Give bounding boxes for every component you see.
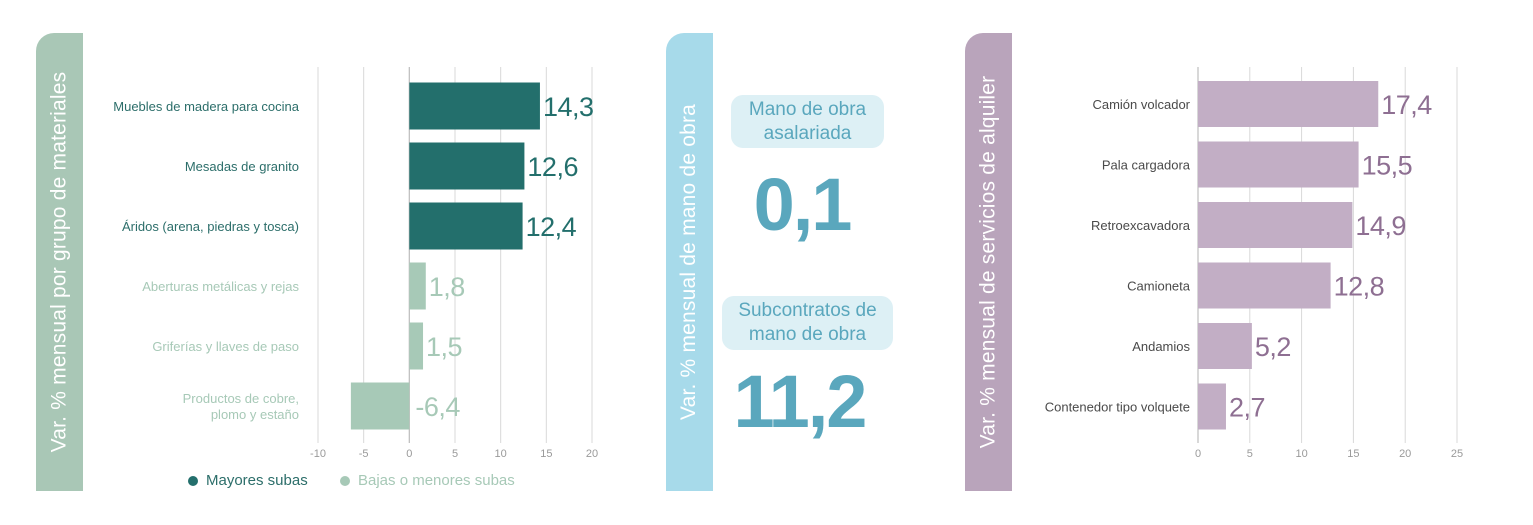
rental-tick-label: 25 bbox=[1451, 448, 1463, 460]
legend-label-minor: Bajas o menores subas bbox=[358, 472, 515, 489]
rental-value-label: 5,2 bbox=[1255, 332, 1291, 362]
rental-tick-label: 0 bbox=[1195, 448, 1201, 460]
materials-bar bbox=[409, 142, 525, 190]
materials-bar bbox=[409, 202, 523, 250]
rental-value-label: 14,9 bbox=[1355, 211, 1406, 241]
left-panel-band: Var. % mensual por grupo de materiales bbox=[36, 33, 83, 491]
materials-category-label: Griferías y llaves de paso bbox=[152, 339, 299, 354]
legend-dot-minor bbox=[340, 475, 350, 486]
legend-item-major: Mayores subas bbox=[188, 472, 308, 489]
materials-value-label: 12,6 bbox=[527, 152, 578, 182]
rental-category-label: Pala cargadora bbox=[1102, 158, 1191, 173]
materials-tick-label: 20 bbox=[586, 448, 598, 460]
legend-dot-major bbox=[188, 475, 198, 486]
materials-value-label: 1,5 bbox=[426, 332, 462, 362]
rental-bar bbox=[1198, 202, 1353, 248]
middle-panel-band: Var. % mensual de mano de obra bbox=[666, 33, 713, 491]
rental-bar bbox=[1198, 81, 1379, 127]
materials-category-label: Aberturas metálicas y rejas bbox=[142, 279, 299, 294]
rental-tick-label: 10 bbox=[1295, 448, 1307, 460]
labor-subcontract-label: Subcontratos de mano de obra bbox=[722, 296, 893, 350]
materials-value-label: 12,4 bbox=[526, 212, 577, 242]
rental-tick-label: 5 bbox=[1247, 448, 1253, 460]
materials-category-label: Productos de cobre, bbox=[183, 391, 299, 406]
materials-tick-label: 15 bbox=[540, 448, 552, 460]
materials-value-label: 14,3 bbox=[543, 92, 594, 122]
labor-salaried-label-line1: Mano de obra bbox=[748, 99, 867, 120]
materials-bar bbox=[409, 82, 540, 130]
materials-tick-label: 10 bbox=[495, 448, 507, 460]
labor-subcontract-value: 11,2 bbox=[733, 360, 868, 443]
rental-value-label: 12,8 bbox=[1334, 272, 1385, 302]
legend-item-minor: Bajas o menores subas bbox=[340, 472, 515, 489]
materials-category-label: Áridos (arena, piedras y tosca) bbox=[122, 219, 299, 234]
rental-tick-label: 20 bbox=[1399, 448, 1411, 460]
rental-value-label: 2,7 bbox=[1229, 393, 1265, 423]
materials-tick-label: -5 bbox=[359, 448, 369, 460]
rental-value-label: 15,5 bbox=[1362, 151, 1413, 181]
materials-bar bbox=[409, 322, 424, 370]
materials-value-label: 1,8 bbox=[429, 272, 465, 302]
labor-subcontract-label-line1: Subcontratos de bbox=[738, 300, 877, 321]
right-panel-band: Var. % mensual de servicios de alquiler bbox=[965, 33, 1012, 491]
rental-category-label: Camión volcador bbox=[1092, 97, 1190, 112]
labor-salaried-label-line2: asalariada bbox=[763, 123, 852, 144]
legend-label-major: Mayores subas bbox=[206, 472, 308, 489]
materials-value-label: -6,4 bbox=[415, 392, 460, 422]
rental-tick-label: 15 bbox=[1347, 448, 1359, 460]
labor-salaried-label: Mano de obra asalariada bbox=[731, 95, 884, 148]
rental-value-label: 17,4 bbox=[1381, 90, 1432, 120]
rental-bar bbox=[1198, 323, 1252, 369]
materials-bar bbox=[409, 262, 426, 310]
materials-bar bbox=[350, 382, 410, 430]
rental-bar bbox=[1198, 141, 1359, 188]
rental-bar bbox=[1198, 383, 1226, 430]
materials-tick-label: 0 bbox=[406, 448, 412, 460]
materials-category-label: plomo y estaño bbox=[211, 407, 299, 422]
materials-tick-label: -10 bbox=[310, 448, 326, 460]
materials-category-label: Muebles de madera para cocina bbox=[113, 99, 299, 114]
rental-category-label: Camioneta bbox=[1127, 279, 1191, 294]
materials-tick-label: 5 bbox=[452, 448, 458, 460]
rental-category-label: Retroexcavadora bbox=[1091, 218, 1191, 233]
materials-category-label: Mesadas de granito bbox=[185, 159, 299, 174]
labor-salaried-value: 0,1 bbox=[753, 163, 853, 246]
labor-subcontract-label-line2: mano de obra bbox=[748, 324, 867, 345]
rental-category-label: Andamios bbox=[1132, 339, 1190, 354]
rental-category-label: Contenedor tipo volquete bbox=[1045, 400, 1190, 415]
rental-bar bbox=[1198, 262, 1331, 309]
